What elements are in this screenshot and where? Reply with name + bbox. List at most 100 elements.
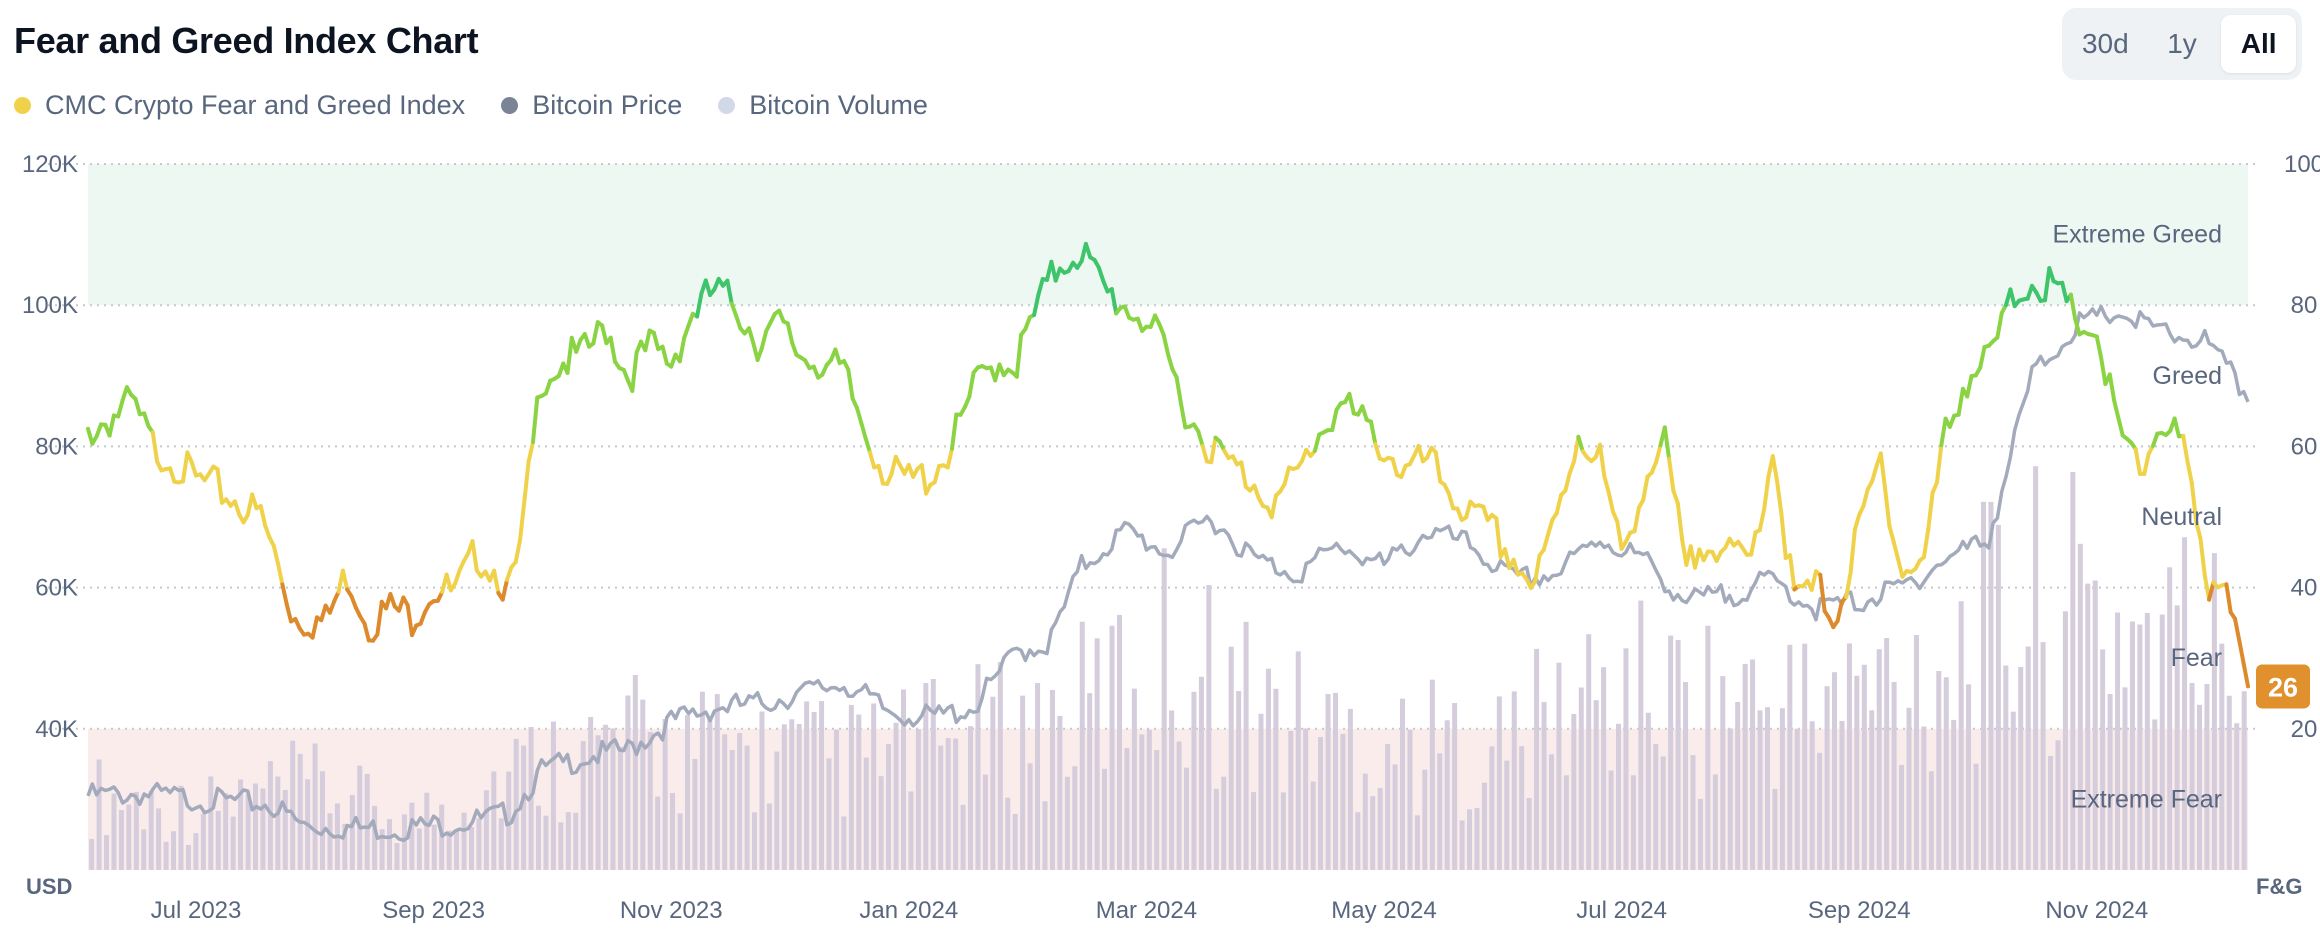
volume-bar	[1854, 675, 1860, 870]
volume-bar	[468, 827, 474, 870]
fear-greed-segment	[729, 301, 738, 318]
volume-bar	[1280, 792, 1286, 870]
volume-bar	[2100, 649, 2106, 870]
volume-bar	[908, 791, 914, 870]
legend-item-bitcoin-price[interactable]: Bitcoin Price	[501, 90, 682, 121]
fear-greed-segment	[1196, 429, 1205, 448]
volume-bar	[677, 813, 683, 870]
volume-bar	[349, 794, 355, 870]
volume-bar	[1727, 728, 1733, 870]
volume-bar	[2167, 567, 2173, 870]
volume-bar	[416, 828, 422, 870]
range-all-button[interactable]: All	[2221, 15, 2297, 73]
volume-bar	[1184, 767, 1190, 870]
legend-item-bitcoin-volume[interactable]: Bitcoin Volume	[718, 90, 928, 121]
volume-bar	[699, 691, 705, 870]
volume-bar	[476, 818, 482, 870]
volume-bar	[1578, 687, 1584, 870]
fear-greed-segment	[116, 398, 125, 419]
volume-bar	[1064, 776, 1070, 870]
volume-bar	[193, 833, 199, 870]
legend-dot-icon	[14, 97, 31, 114]
volume-bar	[2122, 687, 2128, 870]
fear-greed-segment	[1935, 443, 1944, 485]
legend-item-fear-greed[interactable]: CMC Crypto Fear and Greed Index	[14, 90, 465, 121]
volume-bar	[2196, 704, 2202, 870]
volume-bar	[1169, 710, 1175, 870]
volume-bar	[483, 790, 489, 870]
volume-bar	[111, 793, 117, 870]
volume-bar	[1675, 640, 1681, 870]
volume-bar	[133, 791, 139, 870]
fear-greed-segment	[1926, 490, 1935, 531]
volume-bar	[848, 704, 854, 870]
volume-bar	[1265, 668, 1271, 870]
fear-greed-segment	[591, 320, 600, 346]
volume-bar	[1325, 694, 1331, 870]
volume-bar	[1079, 621, 1085, 870]
volume-bar	[1973, 763, 1979, 870]
volume-bar	[826, 758, 832, 870]
volume-bar	[245, 794, 251, 870]
volume-bar	[804, 701, 810, 870]
fear-greed-segment	[280, 582, 289, 607]
volume-bar	[1161, 548, 1167, 870]
fear-greed-segment	[1546, 517, 1555, 537]
volume-bar	[1899, 765, 1905, 870]
volume-bar	[424, 792, 430, 870]
fear-greed-segment	[189, 460, 198, 478]
volume-bar	[990, 696, 996, 870]
fear-greed-segment	[310, 615, 319, 640]
volume-bar	[1958, 601, 1964, 870]
volume-bar	[1191, 691, 1197, 870]
fear-greed-segment	[500, 577, 509, 602]
volume-bar	[1623, 648, 1629, 870]
volume-bar	[1295, 651, 1301, 870]
volume-bar	[1817, 752, 1823, 870]
x-axis-tick: Jul 2023	[151, 897, 242, 924]
range-30d-button[interactable]: 30d	[2081, 28, 2129, 59]
fear-greed-segment	[263, 523, 272, 540]
fear-greed-segment	[1809, 569, 1818, 592]
x-axis-tick: Nov 2023	[620, 897, 723, 924]
chart-legend: CMC Crypto Fear and Greed Index Bitcoin …	[14, 90, 928, 121]
fear-greed-segment	[574, 337, 583, 354]
volume-bar	[178, 785, 184, 870]
fear-greed-segment	[682, 323, 691, 340]
volume-bar	[2182, 537, 2188, 870]
volume-bar	[1630, 775, 1636, 870]
volume-bar	[632, 675, 638, 870]
volume-bar	[819, 701, 825, 870]
fear-greed-segment	[1455, 506, 1464, 522]
volume-bar	[1087, 693, 1093, 870]
volume-bar	[617, 746, 623, 870]
fear-greed-segment	[543, 378, 553, 396]
fear-greed-segment	[2151, 431, 2160, 448]
volume-bar	[89, 839, 95, 870]
volume-bar	[1638, 600, 1644, 870]
volume-bar	[603, 724, 609, 870]
volume-bar	[2241, 691, 2247, 870]
fear-greed-segment	[1036, 277, 1045, 297]
volume-bar	[1444, 720, 1450, 870]
volume-bar	[1102, 768, 1108, 870]
volume-bar	[863, 757, 869, 870]
volume-bar	[1653, 744, 1659, 870]
fear-greed-segment	[1598, 442, 1607, 479]
volume-bar	[1980, 501, 1986, 870]
fear-greed-segment	[1433, 450, 1443, 484]
volume-bar	[558, 822, 564, 870]
fear-greed-segment	[1852, 513, 1862, 532]
volume-bar	[893, 722, 899, 870]
volume-bar	[833, 729, 839, 870]
volume-bar	[878, 776, 884, 870]
fear-greed-segment	[2060, 280, 2069, 304]
volume-bar	[1437, 753, 1443, 870]
volume-bar	[2211, 553, 2217, 870]
range-1y-button[interactable]: 1y	[2167, 28, 2197, 59]
volume-bar	[1586, 634, 1592, 870]
volume-bar	[320, 771, 326, 870]
fear-greed-segment	[2116, 416, 2125, 438]
fear-greed-segment	[388, 592, 397, 609]
fear-greed-segment	[846, 367, 855, 401]
